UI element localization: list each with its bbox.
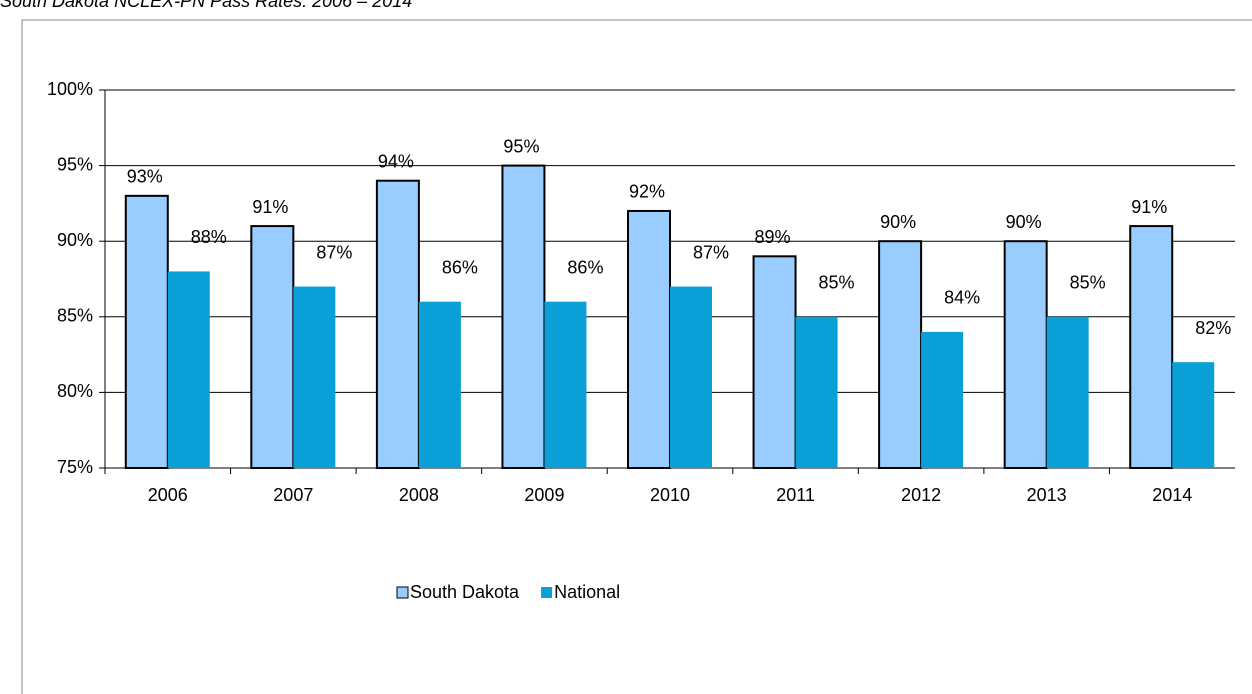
data-label: 86% [442,257,478,277]
x-tick-label: 2014 [1152,485,1192,505]
data-label: 82% [1195,318,1231,338]
bar [544,301,587,468]
chart-title: South Dakota NCLEX-PN Pass Rates: 2006 –… [0,0,412,11]
bar [1003,240,1048,469]
bar [1172,362,1215,468]
bar [418,301,461,468]
y-tick-label: 90% [57,230,93,250]
data-label: 95% [503,136,539,156]
bar [501,164,546,469]
bar [293,286,336,468]
data-label: 91% [252,197,288,217]
data-label: 93% [127,167,163,187]
data-label: 84% [944,288,980,308]
y-tick-label: 95% [57,154,93,174]
data-label: 91% [1131,197,1167,217]
data-label: 90% [880,212,916,232]
data-label: 85% [1070,273,1106,293]
legend-swatch [396,586,409,599]
data-label: 94% [378,151,414,171]
data-label: 87% [693,242,729,262]
data-label: 92% [629,182,665,202]
x-tick-label: 2010 [650,485,690,505]
legend-label: South Dakota [410,582,520,602]
bar [670,286,712,468]
x-tick-label: 2007 [273,485,313,505]
bar [627,209,671,470]
bar [250,225,295,469]
y-tick-label: 100% [47,79,93,99]
y-tick-label: 75% [57,457,93,477]
legend-swatch [541,587,553,598]
x-tick-label: 2011 [776,485,815,505]
bar [1046,316,1089,468]
legend-label: National [554,582,620,602]
bar [878,240,923,469]
data-label: 85% [819,273,855,293]
bar [375,179,420,469]
bar [124,194,169,469]
bar [921,331,964,468]
data-label: 86% [567,257,603,277]
x-tick-label: 2012 [901,485,941,505]
x-tick-label: 2009 [524,485,564,505]
x-tick-label: 2008 [399,485,439,505]
data-label: 90% [1006,212,1042,232]
y-tick-label: 80% [57,381,93,401]
bar [752,255,797,469]
data-label: 87% [316,242,352,262]
x-tick-label: 2006 [148,485,188,505]
x-tick-label: 2013 [1027,485,1067,505]
y-tick-label: 85% [57,306,93,326]
data-label: 88% [191,227,227,247]
bar [167,271,210,468]
bar [795,316,838,468]
data-label: 89% [755,227,791,247]
bar [1129,225,1174,469]
